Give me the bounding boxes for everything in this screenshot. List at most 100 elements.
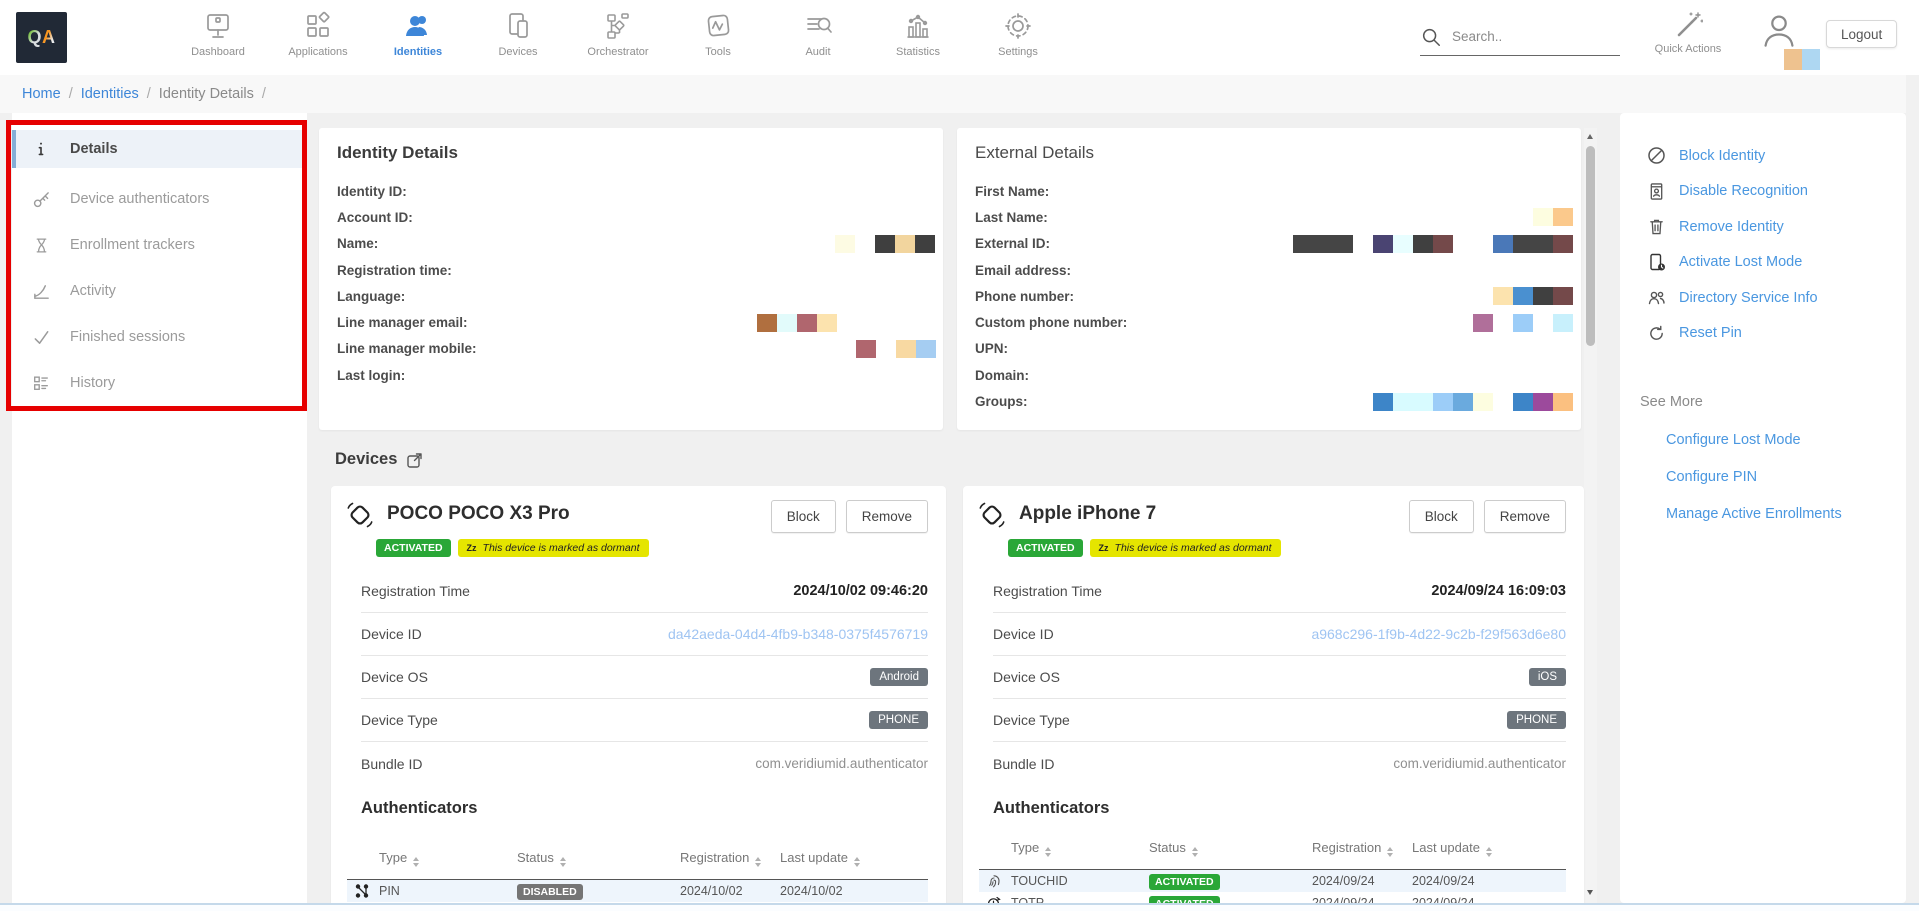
check-icon <box>31 327 51 347</box>
disable-recognition-action[interactable]: Disable Recognition <box>1647 174 1906 210</box>
activate-lost-mode-action[interactable]: Activate Lost Mode <box>1647 245 1906 281</box>
content-scrollbar[interactable] <box>1584 128 1597 903</box>
column-status[interactable]: Status <box>517 844 680 880</box>
identities-icon <box>368 8 468 44</box>
breadcrumb-home[interactable]: Home <box>22 86 61 102</box>
device-id-link[interactable]: da42aeda-04d4-4fb9-b348-0375f4576719 <box>667 626 928 642</box>
device-id-link[interactable]: a968c296-1f9b-4d22-9c2b-f29f563d6e80 <box>1311 626 1566 642</box>
reset-pin-action[interactable]: Reset Pin <box>1647 316 1906 352</box>
device-type-label: Device Type <box>993 712 1070 728</box>
block-device-button[interactable]: Block <box>1408 500 1474 533</box>
column-type[interactable]: Type <box>379 844 517 880</box>
scroll-down-arrow[interactable] <box>1587 890 1593 895</box>
line-manager-mobile-redaction <box>856 339 936 358</box>
external-details-title: External Details <box>975 143 1095 162</box>
breadcrumb-identities[interactable]: Identities <box>80 86 139 102</box>
field-label-email-address: Email address: <box>975 262 1072 278</box>
authenticators-table: Type Status Registration Last update PIN… <box>347 844 928 911</box>
directory-service-info-action[interactable]: Directory Service Info <box>1647 280 1906 316</box>
device-os-badge: iOS <box>1528 668 1566 686</box>
status-badge: ACTIVATED <box>1149 873 1220 890</box>
line-manager-email-redaction <box>757 313 837 332</box>
sidebar-item-label: Activity <box>70 283 116 299</box>
scroll-up-arrow[interactable] <box>1587 134 1593 139</box>
field-label-line-manager-email: Line manager email: <box>337 315 468 331</box>
search-input[interactable] <box>1452 29 1612 44</box>
logo-letter-q: Q <box>27 27 42 47</box>
nav-item-dashboard[interactable]: Dashboard <box>168 8 268 58</box>
sleep-icon: Zz <box>466 543 477 553</box>
quick-actions-label: Quick Actions <box>1654 43 1722 55</box>
sidebar-item-label: Finished sessions <box>70 329 186 345</box>
horizontal-scrollbar[interactable] <box>0 903 1919 911</box>
sort-icon <box>853 857 860 867</box>
authenticators-title: Authenticators <box>993 799 1110 817</box>
phone-rotate-icon <box>977 500 1007 530</box>
phone-rotate-icon <box>345 500 375 530</box>
bundle-id-value: com.veridiumid.authenticator <box>1393 756 1566 771</box>
device-os-badge: Android <box>870 668 928 686</box>
device-type-badge: PHONE <box>869 711 928 729</box>
block-icon <box>1647 146 1666 165</box>
column-type[interactable]: Type <box>1011 834 1149 870</box>
orchestrator-icon <box>568 8 668 44</box>
name-value-redaction <box>835 234 935 253</box>
block-device-button[interactable]: Block <box>770 500 836 533</box>
devices-icon <box>468 8 568 44</box>
manage-active-enrollments-link[interactable]: Manage Active Enrollments <box>1666 506 1842 522</box>
scrollbar-thumb[interactable] <box>1586 146 1595 346</box>
sidebar-item-enrollment-trackers[interactable]: Enrollment trackers <box>12 222 307 268</box>
sort-icon <box>1191 847 1198 857</box>
nav-label: Audit <box>805 46 831 58</box>
registration-time-label: Registration Time <box>993 583 1102 599</box>
user-avatar-icon[interactable] <box>1760 10 1798 50</box>
field-label-phone-number: Phone number: <box>975 288 1075 304</box>
configure-pin-link[interactable]: Configure PIN <box>1666 469 1758 485</box>
sleep-icon: Zz <box>1098 543 1109 553</box>
sidebar-item-device-authenticators[interactable]: Device authenticators <box>12 176 307 222</box>
key-icon <box>31 189 51 209</box>
field-label-account-id: Account ID: <box>337 209 413 225</box>
field-label-language: Language: <box>337 288 406 304</box>
quick-actions-button[interactable]: Quick Actions <box>1638 10 1738 55</box>
field-label-name: Name: <box>337 236 379 252</box>
nav-item-identities[interactable]: Identities <box>368 8 468 58</box>
tools-icon <box>668 8 768 44</box>
nav-item-tools[interactable]: Tools <box>668 8 768 58</box>
block-identity-action[interactable]: Block Identity <box>1647 138 1906 174</box>
action-label: Block Identity <box>1679 147 1766 164</box>
sidebar-item-finished-sessions[interactable]: Finished sessions <box>12 314 307 360</box>
nav-item-applications[interactable]: Applications <box>268 8 368 58</box>
nav-item-audit[interactable]: Audit <box>768 8 868 58</box>
configure-lost-mode-link[interactable]: Configure Lost Mode <box>1666 432 1801 448</box>
dashboard-icon <box>168 8 268 44</box>
nav-item-statistics[interactable]: Statistics <box>868 8 968 58</box>
column-registration[interactable]: Registration <box>680 844 780 880</box>
search-icon <box>1420 26 1442 48</box>
groups-redaction <box>1373 392 1573 411</box>
column-registration[interactable]: Registration <box>1312 834 1412 870</box>
remove-identity-action[interactable]: Remove Identity <box>1647 209 1906 245</box>
field-label-domain: Domain: <box>975 367 1029 383</box>
sidebar-item-activity[interactable]: Activity <box>12 268 307 314</box>
nav-item-devices[interactable]: Devices <box>468 8 568 58</box>
logout-button[interactable]: Logout <box>1826 20 1898 48</box>
authenticators-table: Type Status Registration Last update TOU… <box>979 834 1566 911</box>
column-last-update[interactable]: Last update <box>1412 834 1566 870</box>
open-devices-icon[interactable] <box>406 451 424 469</box>
page-scrollbar[interactable] <box>1906 75 1919 911</box>
settings-icon <box>968 8 1068 44</box>
nav-item-orchestrator[interactable]: Orchestrator <box>568 8 668 58</box>
field-label-identity-id: Identity ID: <box>337 183 407 199</box>
remove-device-button[interactable]: Remove <box>1483 500 1566 533</box>
column-status[interactable]: Status <box>1149 834 1312 870</box>
trash-icon <box>1647 217 1666 236</box>
remove-device-button[interactable]: Remove <box>845 500 928 533</box>
column-last-update[interactable]: Last update <box>780 844 928 880</box>
nav-item-settings[interactable]: Settings <box>968 8 1068 58</box>
sidebar-item-details[interactable]: Details <box>12 130 307 168</box>
sidebar-item-history[interactable]: History <box>12 360 307 406</box>
search <box>1420 18 1620 56</box>
device-name: POCO POCO X3 Pro <box>387 503 570 524</box>
